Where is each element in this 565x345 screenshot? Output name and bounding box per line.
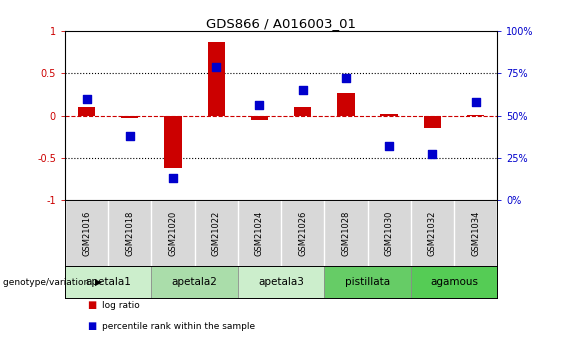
Bar bbox=[380, 114, 398, 116]
Text: apetala1: apetala1 bbox=[85, 277, 131, 287]
Text: apetala3: apetala3 bbox=[258, 277, 304, 287]
Point bbox=[341, 76, 350, 81]
Text: ■: ■ bbox=[88, 321, 97, 331]
Text: GSM21034: GSM21034 bbox=[471, 210, 480, 256]
Point bbox=[168, 175, 177, 181]
Point bbox=[298, 87, 307, 93]
Point bbox=[428, 152, 437, 157]
Bar bbox=[207, 42, 225, 116]
Point bbox=[255, 103, 264, 108]
Text: GSM21016: GSM21016 bbox=[82, 210, 91, 256]
Bar bbox=[411, 266, 497, 298]
Text: GSM21026: GSM21026 bbox=[298, 210, 307, 256]
Bar bbox=[251, 116, 268, 120]
Bar bbox=[337, 93, 355, 116]
Text: GSM21030: GSM21030 bbox=[385, 210, 394, 256]
Point bbox=[385, 143, 394, 149]
Text: GSM21024: GSM21024 bbox=[255, 210, 264, 256]
Text: percentile rank within the sample: percentile rank within the sample bbox=[102, 322, 255, 331]
Bar bbox=[424, 116, 441, 128]
Bar bbox=[294, 107, 311, 116]
Bar bbox=[121, 116, 138, 118]
Text: GSM21028: GSM21028 bbox=[341, 210, 350, 256]
Point bbox=[125, 133, 134, 139]
Text: apetala2: apetala2 bbox=[172, 277, 218, 287]
Bar bbox=[78, 107, 95, 116]
Text: GSM21022: GSM21022 bbox=[212, 210, 221, 256]
Point bbox=[82, 96, 91, 101]
Text: genotype/variation  ▶: genotype/variation ▶ bbox=[3, 277, 102, 287]
Text: log ratio: log ratio bbox=[102, 301, 140, 310]
Text: GSM21032: GSM21032 bbox=[428, 210, 437, 256]
Point bbox=[212, 64, 221, 69]
Title: GDS866 / A016003_01: GDS866 / A016003_01 bbox=[206, 17, 356, 30]
Text: ■: ■ bbox=[88, 300, 97, 310]
Bar bbox=[324, 266, 411, 298]
Bar bbox=[164, 116, 182, 168]
Bar bbox=[467, 115, 484, 116]
Point bbox=[471, 99, 480, 105]
Bar bbox=[151, 266, 238, 298]
Text: agamous: agamous bbox=[430, 277, 478, 287]
Text: GSM21018: GSM21018 bbox=[125, 210, 134, 256]
Bar bbox=[65, 266, 151, 298]
Text: pistillata: pistillata bbox=[345, 277, 390, 287]
Text: GSM21020: GSM21020 bbox=[168, 210, 177, 256]
Bar bbox=[238, 266, 324, 298]
